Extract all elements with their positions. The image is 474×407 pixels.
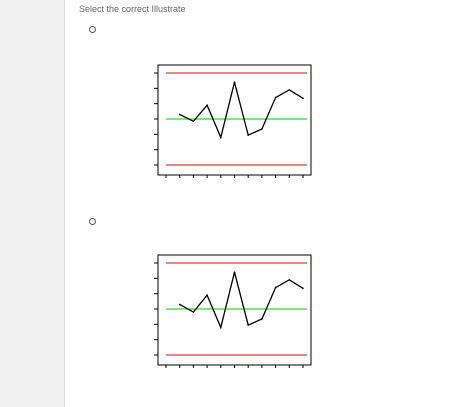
- data-point: [220, 136, 222, 139]
- chart-option-a: [154, 64, 312, 178]
- data-series-line: [179, 82, 304, 140]
- left-margin-panel: [0, 0, 65, 407]
- data-point: [274, 96, 277, 99]
- data-point: [274, 286, 277, 289]
- chart-option-b: [154, 254, 312, 368]
- data-series-line: [179, 272, 304, 330]
- data-point: [261, 128, 263, 130]
- data-point: [220, 326, 222, 329]
- data-point: [247, 324, 249, 326]
- question-prompt: Select the correct Illustrate: [79, 4, 186, 14]
- data-point: [192, 120, 195, 123]
- data-point: [288, 279, 291, 281]
- data-point: [206, 294, 208, 297]
- data-point: [178, 303, 181, 306]
- data-point: [302, 287, 304, 290]
- data-point: [192, 311, 195, 313]
- data-point: [233, 271, 236, 274]
- data-point: [233, 81, 236, 83]
- data-point: [178, 113, 181, 116]
- data-point: [206, 104, 208, 106]
- data-point: [247, 134, 249, 136]
- data-point: [302, 97, 304, 100]
- data-point: [261, 318, 263, 320]
- data-point: [288, 89, 291, 91]
- option-b-radio[interactable]: [89, 218, 96, 225]
- option-a-radio[interactable]: [89, 26, 96, 33]
